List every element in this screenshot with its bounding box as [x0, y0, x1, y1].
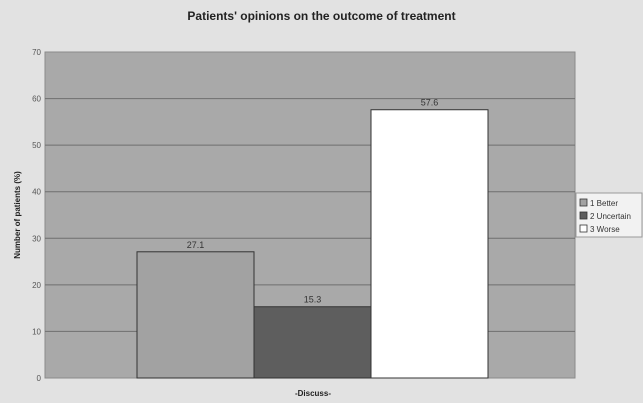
data-labels: 27.1 15.3 57.6 — [187, 98, 439, 305]
chart-title: Patients' opinions on the outcome of tre… — [187, 9, 456, 23]
legend-swatch — [579, 198, 588, 207]
bars — [136, 109, 489, 379]
y-tick-label: 60 — [32, 95, 41, 104]
legend-label: 2 Uncertain — [590, 212, 631, 221]
legend-label: 3 Worse — [590, 225, 620, 234]
y-tick-label: 50 — [32, 141, 41, 150]
y-axis-ticks: 0 10 20 30 40 50 60 70 — [32, 48, 41, 383]
y-axis-label: Number of patients (%) — [13, 171, 22, 259]
y-tick-label: 0 — [37, 374, 42, 383]
data-label: 27.1 — [187, 240, 205, 250]
legend-swatch — [579, 211, 588, 220]
y-tick-label: 20 — [32, 281, 41, 290]
legend: 1 Better 2 Uncertain 3 Worse — [575, 192, 643, 238]
y-tick-label: 70 — [32, 48, 41, 57]
x-axis-label: -Discuss- — [295, 389, 331, 398]
data-label: 15.3 — [304, 295, 322, 305]
legend-label: 1 Better — [590, 199, 618, 208]
y-tick-label: 30 — [32, 234, 41, 243]
bar — [370, 109, 489, 379]
y-tick-label: 10 — [32, 327, 41, 336]
data-label: 57.6 — [421, 98, 439, 108]
y-tick-label: 40 — [32, 188, 41, 197]
bar — [136, 251, 255, 379]
bar — [253, 306, 372, 379]
legend-swatch — [579, 224, 588, 233]
